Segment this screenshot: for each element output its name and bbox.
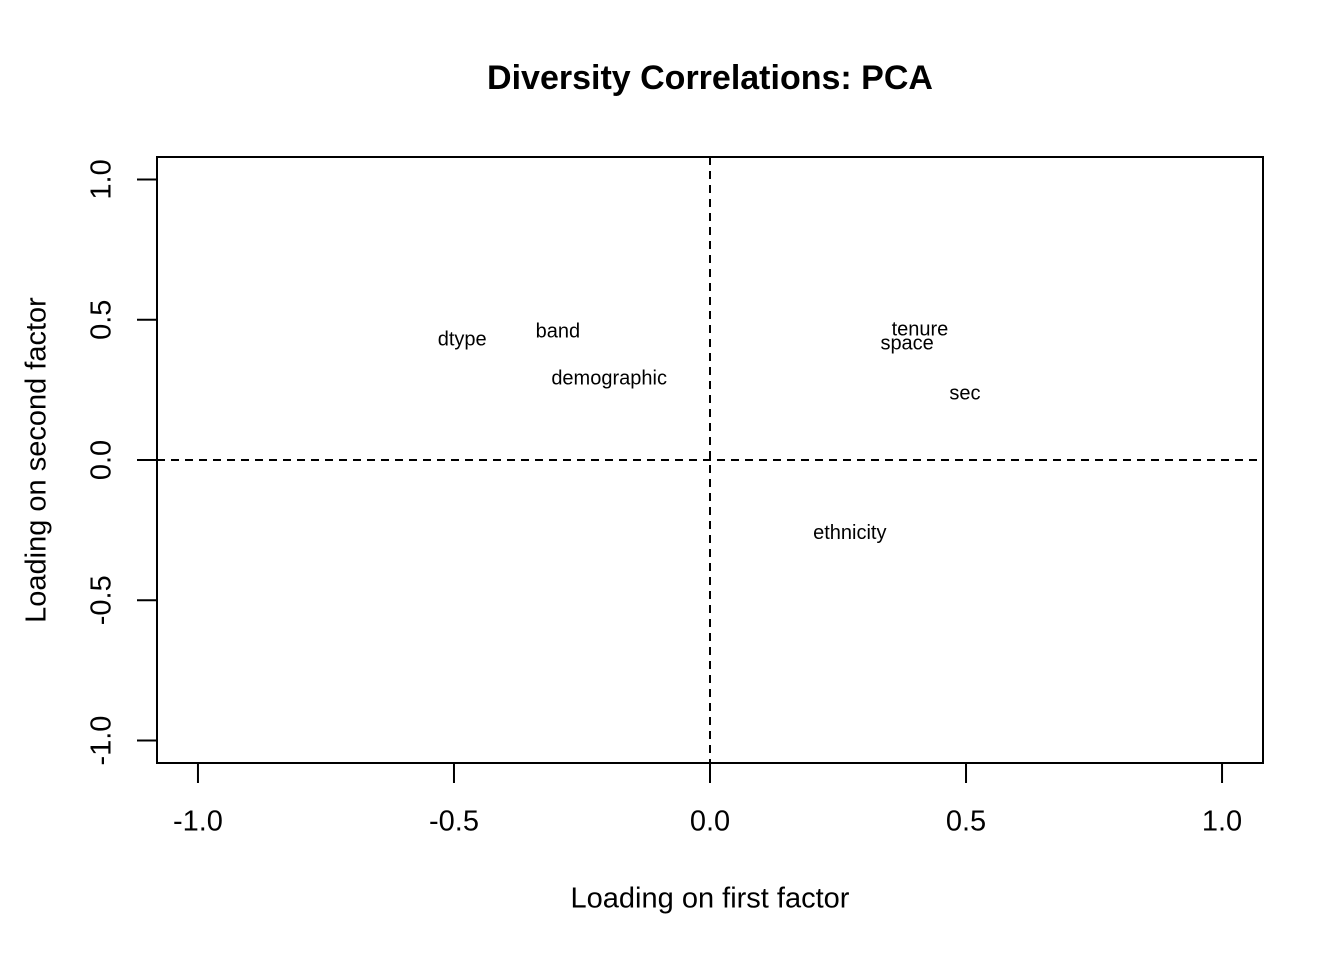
y-tick-label: 0.5 [86,300,118,340]
y-tick-label: -0.5 [86,575,118,625]
x-tick-label: 1.0 [1202,806,1242,838]
y-tick-label: 0.0 [86,440,118,480]
point-label: dtype [438,328,487,350]
x-axis-label: Loading on first factor [571,883,850,915]
y-tick-label: 1.0 [86,159,118,199]
y-axis-label: Loading on second factor [21,297,53,623]
y-tick-label: -1.0 [86,716,118,766]
x-tick-label: -1.0 [173,806,223,838]
chart-title: Diversity Correlations: PCA [487,59,933,97]
point-label: tenure [892,318,949,340]
x-tick-label: 0.0 [690,806,730,838]
point-label: demographic [551,367,667,389]
x-tick-label: 0.5 [946,806,986,838]
x-tick-label: -0.5 [429,806,479,838]
point-label: space [880,332,933,354]
point-label: band [536,320,581,342]
point-label: sec [949,382,980,404]
point-label: ethnicity [813,522,886,544]
